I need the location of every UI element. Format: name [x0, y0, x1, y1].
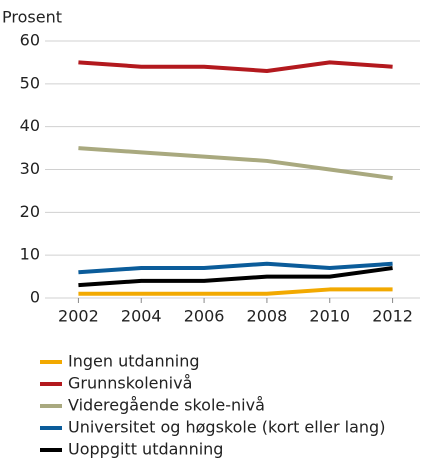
legend-label: Grunnskolenivå: [68, 374, 192, 393]
y-tick-label: 0: [30, 288, 40, 307]
legend-label: Ingen utdanning: [68, 352, 199, 371]
y-tick-label: 10: [20, 245, 40, 264]
data-line: [78, 60, 393, 73]
legend-label: Videregående skole-nivå: [68, 396, 265, 415]
x-tick-label: 2002: [58, 307, 99, 326]
data-line: [78, 266, 393, 288]
x-tick-label: 2004: [121, 307, 162, 326]
y-tick-label: 30: [20, 159, 40, 178]
data-line: [78, 261, 393, 275]
legend-label: Uoppgitt utdanning: [68, 440, 223, 459]
x-tick-label: 2008: [247, 307, 288, 326]
x-tick-label: 2012: [372, 307, 413, 326]
x-tick-label: 2010: [309, 307, 350, 326]
data-line: [78, 287, 393, 296]
legend-label: Universitet og høgskole (kort eller lang…: [68, 418, 385, 437]
y-tick-label: 40: [20, 116, 40, 135]
y-tick-label: 50: [20, 73, 40, 92]
y-tick-label: 60: [20, 31, 40, 50]
data-line: [78, 146, 393, 181]
y-axis-label: Prosent: [2, 8, 62, 27]
y-tick-label: 20: [20, 202, 40, 221]
x-tick-label: 2006: [184, 307, 225, 326]
